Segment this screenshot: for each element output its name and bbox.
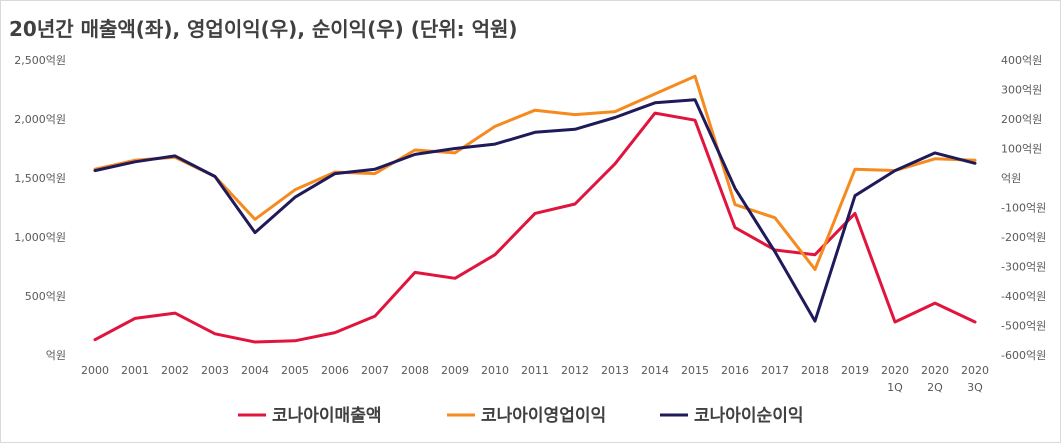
x-axis-tick-label: 2008 <box>401 364 429 377</box>
right-axis-tick-label: -300억원 <box>1001 261 1046 274</box>
right-axis-tick-label: -200억원 <box>1001 231 1046 244</box>
right-axis-tick-label: -500억원 <box>1001 320 1046 333</box>
left-axis-tick-label: 1,000억원 <box>14 231 66 244</box>
x-axis-tick-label: 2007 <box>361 364 389 377</box>
x-axis-tick-label: 2017 <box>761 364 789 377</box>
left-axis-tick-label: 억원 <box>46 349 66 362</box>
series-line-3 <box>93 98 977 323</box>
left-axis-tick-label: 1,500억원 <box>14 172 66 185</box>
x-axis-tick-label: 2020 <box>961 364 989 377</box>
legend-label-3: 코나아이순이익 <box>694 406 803 426</box>
x-axis-tick-label: 3Q <box>967 381 983 394</box>
x-axis-tick-label: 2020 <box>921 364 949 377</box>
x-axis-tick-label: 2020 <box>881 364 909 377</box>
x-axis-tick-label: 2Q <box>927 381 943 394</box>
x-axis-tick-label: 2012 <box>561 364 589 377</box>
x-axis-tick-label: 1Q <box>887 381 903 394</box>
legend-label-1: 코나아이매출액 <box>272 406 381 426</box>
series-group <box>93 74 977 344</box>
x-axis-tick-label: 2018 <box>801 364 829 377</box>
x-axis-tick-label: 2011 <box>521 364 549 377</box>
chart-title: 20년간 매출액(좌), 영업이익(우), 순이익(우) (단위: 억원) <box>9 17 518 41</box>
axes: 2,500억원2,000억원1,500억원1,000억원500억원억원400억원… <box>14 54 1046 394</box>
x-axis-tick-label: 2001 <box>121 364 149 377</box>
legend-label-2: 코나아이영업이익 <box>481 406 606 426</box>
right-axis-tick-label: 400억원 <box>1001 54 1042 67</box>
x-axis-tick-label: 2004 <box>241 364 269 377</box>
x-axis-tick-label: 2009 <box>441 364 469 377</box>
legend: 코나아이매출액 코나아이영업이익 코나아이순이익 <box>238 406 803 426</box>
left-axis-tick-label: 2,500억원 <box>14 54 66 67</box>
x-axis-tick-label: 2003 <box>201 364 229 377</box>
left-axis-tick-label: 2,000억원 <box>14 113 66 126</box>
x-axis-tick-label: 2006 <box>321 364 349 377</box>
right-axis-tick-label: 100억원 <box>1001 143 1042 156</box>
right-axis-tick-label: 200억원 <box>1001 113 1042 126</box>
series-line-2 <box>93 74 977 271</box>
right-axis-tick-label: -100억원 <box>1001 202 1046 215</box>
series-line-1 <box>93 111 977 344</box>
x-axis-tick-label: 2010 <box>481 364 509 377</box>
x-axis-tick-label: 2002 <box>161 364 189 377</box>
right-axis-tick-label: 억원 <box>1001 172 1021 185</box>
right-axis-tick-label: -600억원 <box>1001 349 1046 362</box>
x-axis-tick-label: 2014 <box>641 364 669 377</box>
left-axis-tick-label: 500억원 <box>25 290 66 303</box>
right-axis-tick-label: 300억원 <box>1001 84 1042 97</box>
right-axis-tick-label: -400억원 <box>1001 290 1046 303</box>
x-axis-tick-label: 2000 <box>81 364 109 377</box>
x-axis-tick-label: 2015 <box>681 364 709 377</box>
x-axis-tick-label: 2005 <box>281 364 309 377</box>
x-axis-tick-label: 2019 <box>841 364 869 377</box>
x-axis-tick-label: 2013 <box>601 364 629 377</box>
x-axis-tick-label: 2016 <box>721 364 749 377</box>
